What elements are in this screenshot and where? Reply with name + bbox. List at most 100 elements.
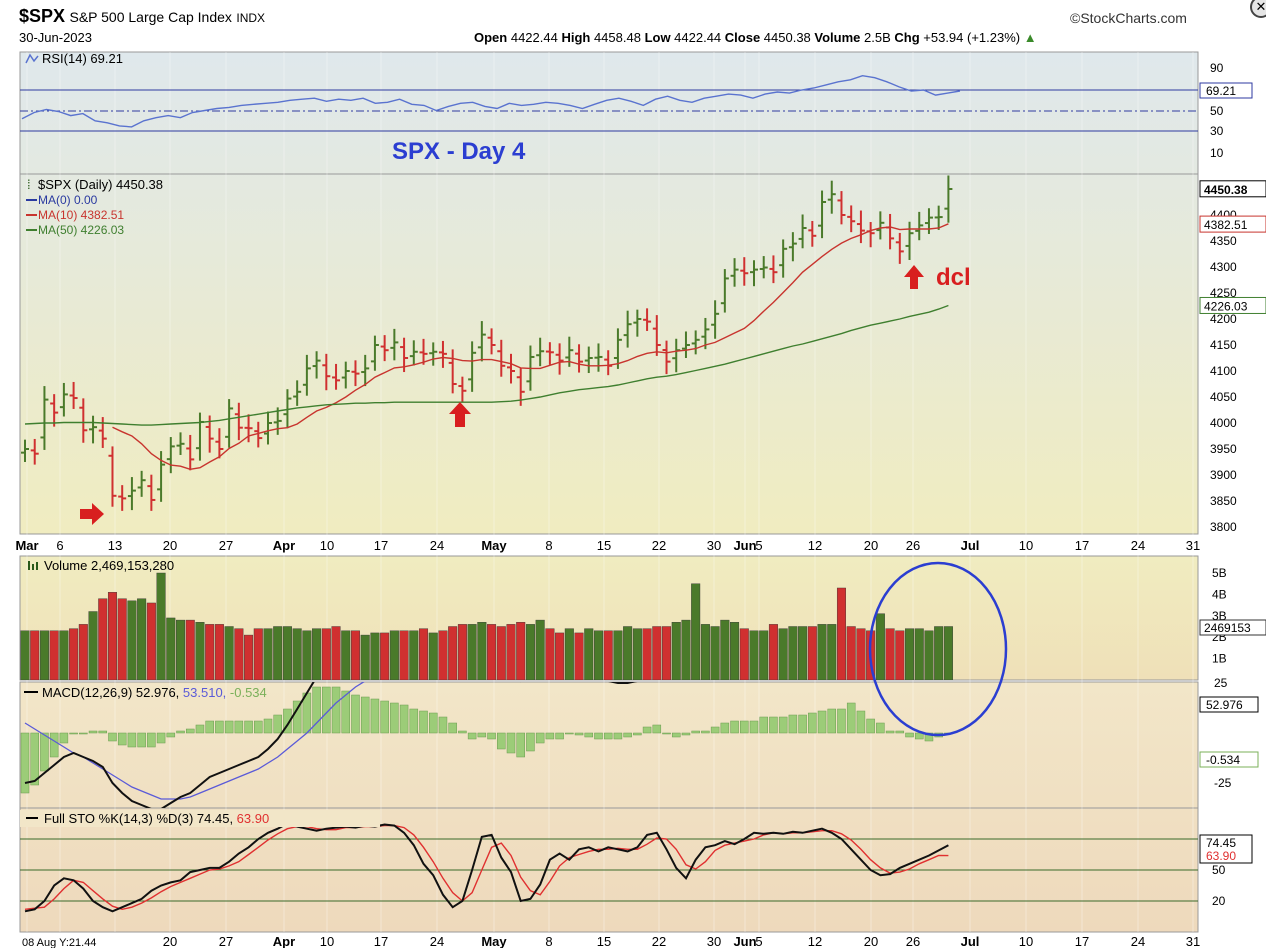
x-tick-label: 27 bbox=[219, 538, 233, 553]
macd-histogram-bar bbox=[555, 732, 564, 740]
macd-histogram-bar bbox=[633, 732, 642, 736]
x-tick-label: 22 bbox=[652, 538, 666, 553]
ohlc-bar bbox=[332, 363, 341, 390]
volume-bar bbox=[681, 619, 691, 680]
macd-histogram-bar bbox=[866, 718, 875, 734]
ohlc-bar bbox=[701, 317, 710, 350]
macd-histogram-bar bbox=[769, 716, 778, 734]
volume-bar bbox=[759, 630, 769, 680]
price-legend-item: $SPX (Daily) 4450.38 bbox=[38, 177, 163, 192]
macd-value-label: 52.976 bbox=[1206, 698, 1243, 712]
volume-icon bbox=[28, 561, 30, 570]
ohlc-bar bbox=[186, 434, 195, 471]
right-arrow-icon bbox=[80, 503, 104, 525]
ohlc-bar bbox=[594, 343, 603, 372]
macd-histogram-bar bbox=[20, 732, 30, 794]
cursor-readout: 08 Aug Y:21.44 bbox=[22, 937, 96, 948]
ohlc-bar bbox=[944, 175, 953, 223]
macd-histogram-bar bbox=[30, 732, 39, 786]
price-value-label: 4382.51 bbox=[1204, 218, 1248, 232]
macd-histogram-bar bbox=[380, 700, 389, 734]
close-icon[interactable]: ✕ bbox=[1250, 0, 1266, 18]
x-tick-label: 17 bbox=[374, 934, 388, 948]
volume-bar bbox=[127, 600, 137, 680]
price-legend-item: MA(0) 0.00 bbox=[38, 193, 98, 207]
macd-histogram-bar bbox=[642, 726, 652, 734]
sto-legend-bg bbox=[20, 810, 380, 827]
x-tick-label: 20 bbox=[163, 538, 177, 553]
volume-bar bbox=[603, 630, 613, 680]
ohlc-bar bbox=[273, 407, 282, 435]
x-tick-label: 5 bbox=[755, 934, 762, 948]
ohlc-value: 4458.48 bbox=[593, 30, 645, 45]
rsi-y-tick: 90 bbox=[1210, 61, 1224, 75]
sto-legend-name: Full STO %K(14,3) %D(3) 74.45, bbox=[44, 811, 237, 826]
price-y-tick: 4300 bbox=[1210, 260, 1237, 274]
volume-bar bbox=[156, 572, 166, 680]
volume-bar bbox=[185, 619, 195, 680]
volume-bar bbox=[895, 630, 905, 680]
ohlc-value: 4422.44 bbox=[674, 30, 725, 45]
ohlc-bar bbox=[79, 398, 88, 443]
macd-histogram-bar bbox=[497, 732, 506, 750]
macd-legend-hist: -0.534 bbox=[230, 685, 267, 700]
volume-bar bbox=[59, 630, 69, 680]
copyright-icon: © bbox=[1070, 10, 1081, 26]
macd-histogram-bar bbox=[331, 686, 341, 734]
macd-histogram-bar bbox=[283, 708, 292, 734]
volume-y-tick: 3B bbox=[1212, 609, 1227, 623]
volume-bar bbox=[768, 624, 778, 680]
volume-bar bbox=[409, 630, 419, 680]
macd-histogram-bar bbox=[535, 732, 545, 744]
ohlc-bar bbox=[876, 211, 885, 240]
macd-histogram-bar bbox=[574, 732, 584, 736]
price-panel-bg bbox=[19, 51, 1199, 535]
ohlc-bar bbox=[711, 300, 720, 339]
macd-histogram-bar bbox=[40, 732, 49, 772]
x-tick-label: 10 bbox=[320, 538, 334, 553]
volume-bar bbox=[195, 622, 205, 680]
macd-histogram-bar bbox=[710, 726, 720, 734]
macd-histogram-bar bbox=[370, 698, 380, 734]
volume-bar bbox=[428, 632, 438, 680]
macd-histogram-bar bbox=[613, 732, 623, 740]
volume-bar bbox=[39, 630, 49, 680]
ohlc-bar bbox=[691, 330, 700, 355]
ohlc-bar bbox=[934, 205, 943, 230]
annotation-dcl: dcl bbox=[936, 264, 971, 291]
macd-histogram-bar bbox=[662, 732, 671, 735]
highlight-ellipse bbox=[868, 561, 1008, 737]
macd-histogram-bar bbox=[312, 686, 321, 734]
ohlc-bar bbox=[89, 415, 98, 444]
macd-histogram-bar bbox=[914, 732, 924, 740]
ohlc-bar bbox=[740, 257, 749, 286]
ohlc-bar bbox=[808, 220, 817, 247]
ohlc-bar bbox=[293, 380, 302, 406]
ohlc-bar bbox=[40, 386, 49, 450]
ohlc-bar bbox=[769, 255, 778, 284]
macd-histogram-bar bbox=[856, 710, 866, 734]
macd-histogram-bar bbox=[428, 712, 438, 734]
ohlc-label: Low bbox=[644, 30, 675, 45]
volume-bar bbox=[905, 628, 915, 680]
volume-bar bbox=[652, 626, 662, 680]
volume-bar bbox=[788, 626, 798, 680]
ohlc-bar bbox=[390, 328, 399, 361]
up-arrow-icon: ▲ bbox=[1023, 30, 1037, 45]
rsi-y-tick: 50 bbox=[1210, 104, 1224, 118]
price-y-tick: 3900 bbox=[1210, 468, 1237, 482]
volume-bar bbox=[438, 630, 448, 680]
annotation-title: SPX - Day 4 bbox=[392, 138, 526, 165]
volume-bar bbox=[360, 634, 370, 680]
volume-bar bbox=[448, 626, 458, 680]
rsi-line bbox=[21, 74, 961, 128]
index-name: S&P 500 Large Cap Index bbox=[69, 9, 232, 25]
ohlc-bar bbox=[312, 351, 321, 379]
volume-bar bbox=[166, 617, 176, 680]
sto-legend-d: 63.90 bbox=[237, 811, 270, 826]
x-tick-label: Jul bbox=[961, 538, 980, 553]
rsi-value-box bbox=[1199, 82, 1253, 99]
volume-bar bbox=[98, 598, 108, 680]
volume-bar bbox=[49, 630, 59, 680]
x-tick-label: 22 bbox=[652, 934, 666, 948]
